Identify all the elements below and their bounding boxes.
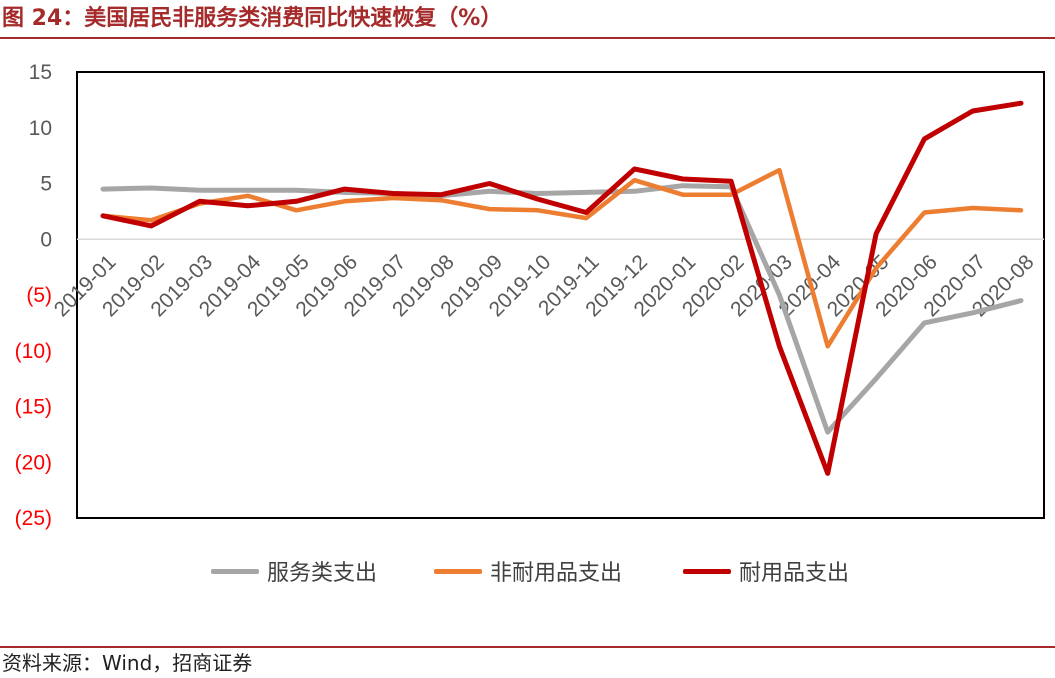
series-line-services <box>100 183 1024 435</box>
y-tick-label: 10 <box>29 117 52 140</box>
plot-area-frame <box>76 71 1045 519</box>
legend-swatch-services <box>211 568 259 574</box>
y-tick-label: (10) <box>15 340 52 363</box>
y-tick-label: (20) <box>15 451 52 474</box>
series-lines <box>100 100 1024 476</box>
legend-item-nondurable[interactable]: 非耐用品支出 <box>434 553 622 589</box>
y-tick-label: 15 <box>29 61 52 84</box>
title-rule <box>0 37 1055 39</box>
source-note: 资料来源：Wind，招商证券 <box>2 651 253 675</box>
legend-swatch-nondurable <box>434 568 482 574</box>
legend-item-services[interactable]: 服务类支出 <box>211 553 377 589</box>
line-chart: 15 10 5 0 (5) (10) (15) (20) (25) 2019-012019-02… <box>15 61 1045 530</box>
y-tick-label: 5 <box>40 173 52 196</box>
legend-label-services: 服务类支出 <box>267 561 378 586</box>
legend-swatch-durable <box>683 568 731 574</box>
x-axis-ticks: 2019-012019-022019-032019-042019-052019-… <box>50 250 1039 321</box>
legend-item-durable[interactable]: 耐用品支出 <box>683 553 849 589</box>
y-tick-label: (15) <box>15 396 52 419</box>
series-line-durable <box>100 100 1024 476</box>
legend: 服务类支出 非耐用品支出 耐用品支出 <box>0 553 1055 589</box>
y-tick-label: 0 <box>40 228 52 251</box>
y-tick-label: (5) <box>26 284 52 307</box>
figure-title: 图 24：美国居民非服务类消费同比快速恢复（%） <box>2 6 503 31</box>
legend-label-nondurable: 非耐用品支出 <box>490 561 623 586</box>
legend-label-durable: 耐用品支出 <box>739 561 850 586</box>
footer-rule <box>0 646 1055 648</box>
y-tick-label: (25) <box>15 507 52 530</box>
y-axis-ticks: 15 10 5 0 (5) (10) (15) (20) (25) <box>15 61 52 530</box>
